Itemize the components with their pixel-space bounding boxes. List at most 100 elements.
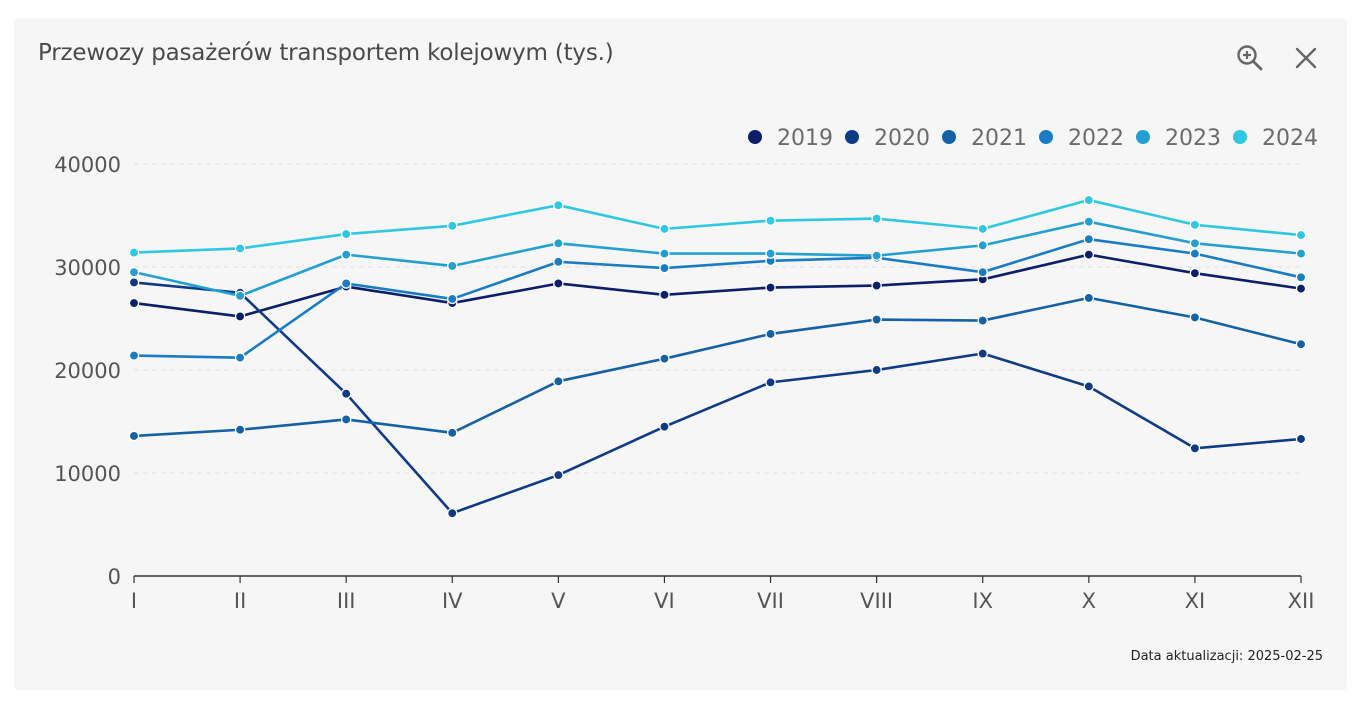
data-point[interactable]: [340, 249, 352, 260]
data-point[interactable]: [871, 280, 882, 291]
data-point[interactable]: [553, 376, 564, 387]
legend-item-2024[interactable]: 2024: [1233, 126, 1318, 151]
series-line[interactable]: [133, 237, 1302, 359]
data-point[interactable]: [234, 311, 246, 322]
data-point[interactable]: [234, 243, 246, 254]
data-point[interactable]: [128, 247, 140, 258]
legend-item-2021[interactable]: 2021: [942, 126, 1027, 151]
data-point[interactable]: [340, 278, 352, 289]
x-tick-label: IV: [442, 589, 463, 613]
data-point[interactable]: [340, 414, 352, 425]
data-point[interactable]: [1189, 248, 1201, 259]
data-point[interactable]: [1295, 338, 1307, 350]
data-point[interactable]: [340, 388, 352, 399]
data-point[interactable]: [977, 315, 988, 326]
data-point[interactable]: [1083, 233, 1095, 245]
data-point[interactable]: [977, 348, 988, 359]
data-point[interactable]: [447, 427, 458, 439]
y-tick-label: 40000: [54, 153, 121, 177]
data-point[interactable]: [553, 256, 564, 268]
data-point[interactable]: [1083, 249, 1095, 260]
legend-marker: [1233, 130, 1247, 144]
data-point[interactable]: [1083, 194, 1095, 206]
series-2022[interactable]: [128, 233, 1307, 363]
data-point[interactable]: [659, 223, 670, 235]
data-point[interactable]: [871, 250, 882, 261]
data-point[interactable]: [659, 248, 670, 259]
data-point[interactable]: [553, 238, 564, 249]
series-line[interactable]: [133, 220, 1302, 298]
data-point[interactable]: [659, 262, 670, 274]
data-point[interactable]: [977, 240, 988, 251]
series-lines: [128, 194, 1307, 519]
data-point[interactable]: [977, 223, 988, 235]
data-point[interactable]: [1083, 381, 1095, 392]
data-point[interactable]: [659, 289, 670, 301]
legend-item-2019[interactable]: 2019: [748, 126, 833, 151]
data-point[interactable]: [1295, 283, 1307, 294]
zoom-in-icon[interactable]: [1234, 42, 1266, 74]
data-point[interactable]: [128, 350, 140, 361]
legend-marker: [942, 130, 956, 144]
data-point[interactable]: [1083, 216, 1095, 227]
data-point[interactable]: [765, 328, 776, 340]
data-point[interactable]: [765, 377, 776, 388]
data-point[interactable]: [1189, 219, 1201, 231]
data-point[interactable]: [765, 215, 776, 226]
series-line[interactable]: [133, 198, 1302, 254]
legend-marker: [748, 130, 762, 144]
data-point[interactable]: [447, 293, 458, 305]
data-point[interactable]: [1295, 229, 1307, 241]
legend-label: 2023: [1165, 126, 1221, 151]
legend-item-2022[interactable]: 2022: [1039, 126, 1124, 151]
data-point[interactable]: [1295, 248, 1307, 259]
data-point[interactable]: [340, 228, 352, 240]
close-icon[interactable]: [1290, 42, 1322, 74]
series-2021[interactable]: [128, 292, 1307, 442]
data-point[interactable]: [1189, 267, 1201, 279]
series-2024[interactable]: [128, 194, 1307, 258]
data-point[interactable]: [871, 364, 882, 376]
data-point[interactable]: [871, 213, 882, 224]
data-point[interactable]: [977, 266, 988, 278]
legend-item-2020[interactable]: 2020: [845, 126, 930, 151]
data-point[interactable]: [553, 199, 564, 211]
data-point[interactable]: [1189, 312, 1201, 323]
data-point[interactable]: [128, 266, 140, 278]
data-point[interactable]: [659, 353, 670, 364]
data-point[interactable]: [553, 469, 564, 481]
data-point[interactable]: [447, 220, 458, 232]
series-line[interactable]: [133, 281, 1302, 515]
legend-marker: [845, 130, 859, 144]
x-tick-label: VII: [757, 589, 784, 613]
x-tick-label: XI: [1185, 589, 1206, 613]
data-point[interactable]: [1295, 433, 1307, 445]
data-point[interactable]: [447, 260, 458, 272]
data-point[interactable]: [765, 282, 776, 293]
y-tick-label: 20000: [54, 359, 121, 383]
x-tick-label: VI: [654, 589, 675, 613]
data-point[interactable]: [1295, 272, 1307, 283]
legend-item-2023[interactable]: 2023: [1136, 126, 1221, 151]
data-point[interactable]: [128, 430, 140, 442]
data-point[interactable]: [447, 507, 458, 519]
series-line[interactable]: [133, 253, 1302, 318]
data-point[interactable]: [1189, 238, 1201, 249]
series-line[interactable]: [133, 296, 1302, 438]
data-point[interactable]: [234, 290, 246, 302]
series-2020[interactable]: [128, 277, 1307, 519]
data-point[interactable]: [128, 277, 140, 288]
series-2023[interactable]: [128, 216, 1307, 302]
data-point[interactable]: [1189, 443, 1201, 454]
data-point[interactable]: [234, 424, 246, 435]
data-point[interactable]: [128, 297, 140, 309]
data-point[interactable]: [234, 352, 246, 363]
data-point[interactable]: [1083, 292, 1095, 304]
series-2019[interactable]: [128, 249, 1307, 322]
data-point[interactable]: [871, 314, 882, 325]
data-point[interactable]: [765, 248, 776, 259]
y-tick-label: 30000: [54, 256, 121, 280]
data-point[interactable]: [659, 421, 670, 432]
data-point[interactable]: [553, 278, 564, 289]
